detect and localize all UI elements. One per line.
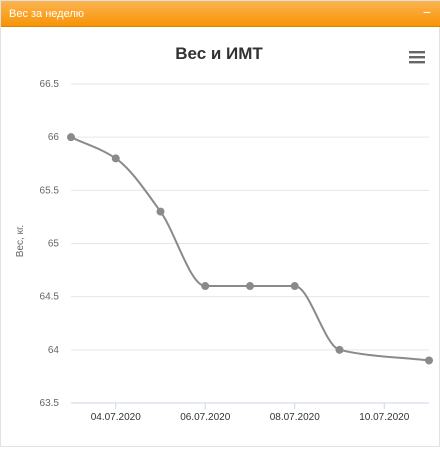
data-point[interactable] (201, 282, 210, 291)
x-tick-label: 10.07.2020 (359, 412, 409, 423)
x-tick-label: 04.07.2020 (91, 412, 141, 423)
x-tick-label: 06.07.2020 (180, 412, 230, 423)
hamburger-menu-icon[interactable] (405, 47, 427, 67)
data-point[interactable] (290, 282, 299, 291)
data-point[interactable] (67, 133, 75, 142)
data-point[interactable] (335, 345, 344, 354)
y-tick-label: 66 (48, 132, 60, 143)
panel-header: Вес за неделю − (1, 1, 440, 27)
weight-chart: Вес и ИМТ Вес, кг. 63.5 64 64.5 65 65.5 66 66.… (15, 44, 433, 423)
y-axis-label: Вес, кг. (15, 225, 26, 257)
chart-area: Вес и ИМТ Вес, кг. 63.5 64 64.5 65 65.5 66 66.… (1, 27, 440, 448)
y-tick-label: 64 (48, 345, 60, 356)
x-axis-ticks: 04.07.2020 06.07.2020 08.07.2020 10.07.2020 (91, 403, 410, 423)
y-tick-label: 65.5 (40, 185, 60, 196)
x-tick-label: 08.07.2020 (270, 412, 320, 423)
chart-title: Вес и ИМТ (175, 44, 263, 63)
y-tick-label: 65 (48, 239, 60, 250)
y-tick-label: 64.5 (40, 292, 60, 303)
grid-lines (71, 83, 429, 404)
data-point[interactable] (425, 356, 433, 365)
data-point[interactable] (156, 207, 165, 216)
y-axis-ticks: 63.5 64 64.5 65 65.5 66 66.5 (40, 79, 60, 409)
y-tick-label: 63.5 (40, 398, 60, 409)
weight-series-line (70, 136, 430, 362)
weight-series-points (67, 133, 433, 365)
data-point[interactable] (246, 282, 254, 291)
data-point[interactable] (111, 154, 120, 163)
minus-icon[interactable]: − (422, 4, 432, 20)
y-tick-label: 66.5 (40, 79, 60, 90)
panel-title: Вес за неделю (9, 8, 85, 20)
